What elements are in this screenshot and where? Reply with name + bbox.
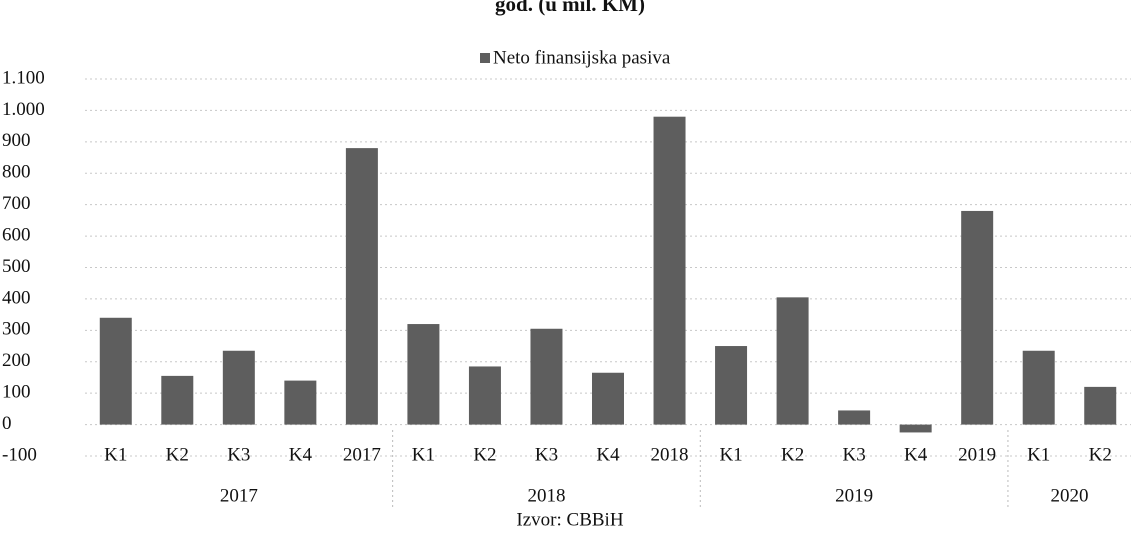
bar: [653, 116, 686, 425]
y-tick-label: 700: [2, 193, 31, 214]
y-tick-label: -100: [2, 444, 37, 465]
bar: [468, 366, 501, 425]
group-label: 2017: [220, 485, 258, 506]
chart-title: god. (u mil. KM): [495, 0, 645, 16]
group-label: 2020: [1050, 485, 1088, 506]
y-tick-label: 1.100: [2, 67, 45, 88]
x-tick-label: K2: [1089, 444, 1112, 465]
y-tick-label: 100: [2, 382, 31, 403]
bar: [1084, 386, 1117, 425]
y-tick-label: 200: [2, 350, 31, 371]
x-tick-label: K2: [781, 444, 804, 465]
x-tick-label: K1: [719, 444, 742, 465]
x-tick-label: K2: [473, 444, 496, 465]
group-label: 2018: [527, 485, 565, 506]
y-tick-label: 500: [2, 256, 31, 277]
y-tick-label: 300: [2, 319, 31, 340]
y-tick-label: 1.000: [2, 99, 45, 120]
bar: [961, 210, 994, 425]
bar: [592, 372, 624, 425]
bar: [222, 350, 255, 425]
bar: [838, 410, 871, 425]
bar: [345, 148, 378, 425]
x-tick-label: K3: [227, 444, 250, 465]
source-note: Izvor: CBBiH: [516, 509, 623, 530]
bar: [899, 424, 932, 433]
y-tick-label: 800: [2, 162, 31, 183]
x-tick-label: K2: [166, 444, 189, 465]
x-tick-label: K3: [843, 444, 866, 465]
y-tick-label: 0: [2, 413, 12, 434]
x-tick-label: K4: [289, 444, 313, 465]
x-tick-label: 2019: [958, 444, 996, 465]
bar: [530, 328, 563, 425]
legend-swatch: [480, 53, 490, 63]
x-tick-label: K3: [535, 444, 558, 465]
x-tick-label: K1: [412, 444, 435, 465]
x-tick-label: 2017: [343, 444, 381, 465]
group-label: 2019: [835, 485, 873, 506]
x-tick-label: K4: [904, 444, 928, 465]
x-tick-label: 2018: [651, 444, 689, 465]
bar: [161, 375, 194, 425]
y-tick-label: 400: [2, 287, 31, 308]
bar: [99, 317, 132, 425]
bar: [407, 324, 440, 425]
bar: [715, 346, 748, 425]
y-tick-label: 900: [2, 130, 31, 151]
y-tick-label: 600: [2, 224, 31, 245]
bar: [284, 380, 317, 425]
bar: [776, 297, 809, 425]
x-tick-label: K1: [1027, 444, 1050, 465]
x-tick-label: K1: [104, 444, 127, 465]
bar: [1022, 350, 1055, 425]
x-tick-label: K4: [596, 444, 620, 465]
legend-label: Neto finansijska pasiva: [493, 47, 671, 68]
